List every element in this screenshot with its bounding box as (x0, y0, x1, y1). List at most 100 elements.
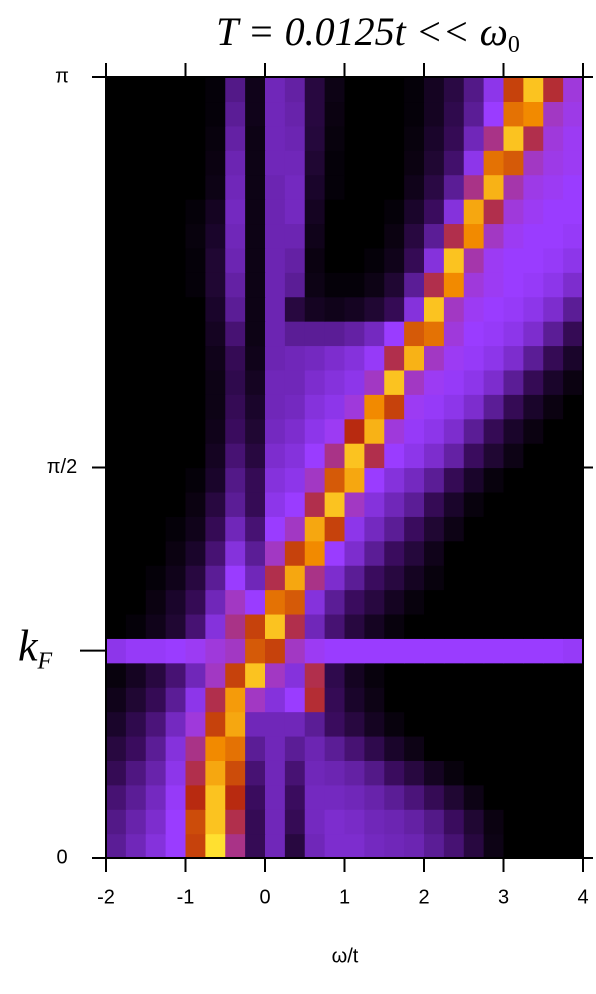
heatmap-cell (265, 613, 286, 639)
heatmap-cell (424, 296, 445, 322)
heatmap-cell (225, 589, 246, 615)
heatmap-cell (225, 565, 246, 591)
heatmap-cell (563, 809, 584, 835)
heatmap-cell (284, 223, 306, 249)
heatmap-cell (265, 272, 286, 298)
heatmap-cell (483, 223, 505, 249)
heatmap-cell (384, 443, 405, 469)
heatmap-cell (265, 711, 286, 737)
heatmap-cell (424, 369, 445, 395)
heatmap-cell (145, 784, 167, 810)
heatmap-cell (543, 125, 564, 151)
heatmap-cell (245, 247, 266, 273)
heatmap-cell (324, 662, 346, 688)
heatmap-cell (344, 443, 365, 469)
heatmap-cell (185, 711, 206, 737)
heatmap-cell (543, 711, 564, 737)
heatmap-cell (205, 296, 226, 322)
heatmap-cell (185, 760, 206, 786)
x-tick-label: 4 (577, 886, 588, 908)
heatmap-cell (324, 77, 346, 103)
heatmap-cell (225, 540, 246, 566)
heatmap-cell (185, 101, 206, 127)
heatmap-cell (543, 272, 564, 298)
heatmap-cell (443, 247, 465, 273)
heatmap-cell (344, 345, 365, 371)
heatmap-cell (523, 272, 544, 298)
heatmap-cell (106, 369, 127, 395)
heatmap-cell (265, 687, 286, 713)
heatmap-cell (245, 565, 266, 591)
heatmap-cell (563, 638, 584, 664)
heatmap-cell (265, 491, 286, 517)
heatmap-cell (324, 760, 346, 786)
heatmap-cell (125, 296, 147, 322)
heatmap-cell (125, 467, 147, 493)
heatmap-cell (563, 735, 584, 761)
heatmap-cell (106, 687, 127, 713)
heatmap-cell (424, 638, 445, 664)
heatmap-cell (165, 760, 187, 786)
heatmap-cell (145, 638, 167, 664)
heatmap-cell (284, 784, 306, 810)
annotation-subscript: F (37, 648, 53, 674)
heatmap-cell (125, 613, 147, 639)
heatmap-cell (165, 540, 187, 566)
heatmap-cell (364, 565, 385, 591)
heatmap-cell (463, 491, 485, 517)
heatmap-cell (106, 589, 127, 615)
heatmap-cell (404, 809, 425, 835)
heatmap-cell (543, 662, 564, 688)
heatmap-cell (205, 784, 226, 810)
heatmap-cell (185, 77, 206, 103)
heatmap-cell (463, 565, 485, 591)
heatmap-cell (225, 809, 246, 835)
heatmap-cell (145, 589, 167, 615)
heatmap-cell (125, 321, 147, 347)
heatmap-cell (364, 491, 385, 517)
heatmap-cell (125, 443, 147, 469)
heatmap-cell (463, 735, 485, 761)
heatmap-cell (503, 516, 524, 542)
heatmap-cell (106, 199, 127, 225)
heatmap-cell (483, 247, 505, 273)
heatmap-cell (165, 247, 187, 273)
heatmap-cell (404, 784, 425, 810)
heatmap-cell (284, 711, 306, 737)
heatmap-cell (245, 443, 266, 469)
heatmap-cell (523, 101, 544, 127)
heatmap-cell (563, 394, 584, 420)
heatmap-cell (324, 735, 346, 761)
heatmap-cell (404, 345, 425, 371)
heatmap-cell (344, 174, 365, 200)
heatmap-cell (523, 150, 544, 176)
heatmap-cell (384, 760, 405, 786)
heatmap-cell (563, 760, 584, 786)
heatmap-cell (443, 418, 465, 444)
heatmap-cell (384, 638, 405, 664)
heatmap-cell (265, 565, 286, 591)
heatmap-cell (324, 613, 346, 639)
heatmap-cell (424, 199, 445, 225)
heatmap-cell (523, 443, 544, 469)
heatmap-cell (304, 662, 326, 688)
heatmap-cell (106, 638, 127, 664)
heatmap-cell (424, 711, 445, 737)
heatmap-cell (523, 540, 544, 566)
heatmap-cell (165, 613, 187, 639)
heatmap-cell (404, 101, 425, 127)
heatmap-cell (265, 150, 286, 176)
title-text: T = 0.0125t << ω (216, 9, 508, 54)
heatmap-cell (523, 199, 544, 225)
heatmap-cell (125, 394, 147, 420)
heatmap-cell (384, 296, 405, 322)
heatmap-cell (304, 760, 326, 786)
heatmap-cell (424, 662, 445, 688)
heatmap-cell (503, 491, 524, 517)
heatmap-cell (344, 491, 365, 517)
heatmap-cell (483, 735, 505, 761)
heatmap-cell (543, 101, 564, 127)
heatmap-cell (384, 223, 405, 249)
x-axis-label: ω/t (332, 945, 359, 967)
heatmap-cell (106, 101, 127, 127)
